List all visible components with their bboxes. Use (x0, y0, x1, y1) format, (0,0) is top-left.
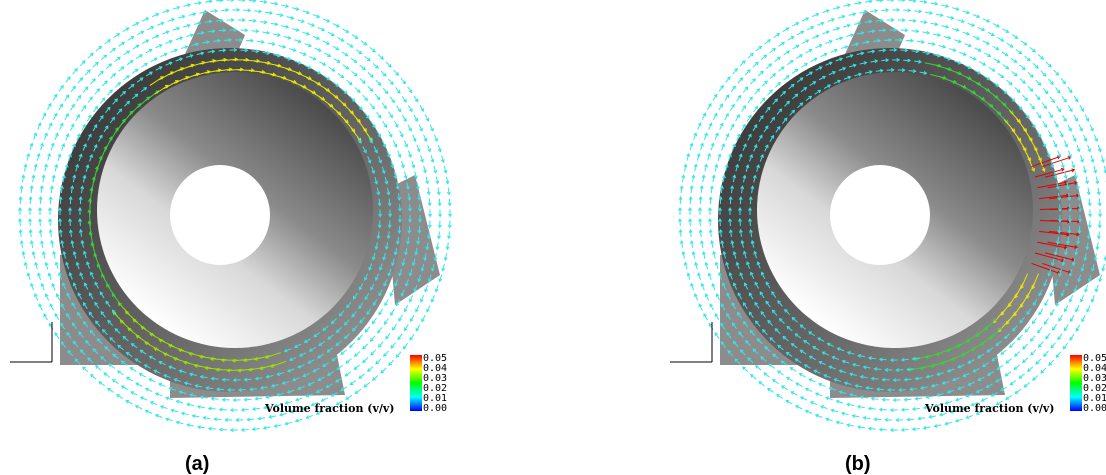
panel: 0.050.040.030.020.010.00Volume fraction … (10, 0, 452, 475)
colorbar-tick-label: 0.00 (1083, 403, 1106, 414)
colorbar (1070, 355, 1082, 411)
colorbar-tick-label: 0.00 (423, 403, 447, 414)
hub-hole (170, 165, 270, 265)
panel-label: (a) (185, 453, 209, 475)
colorbar-title: Volume fraction (v/v) (264, 402, 395, 415)
colorbar-title: Volume fraction (v/v) (924, 402, 1055, 415)
panel-label: (b) (845, 453, 871, 475)
hub-hole (830, 165, 930, 265)
panel: 0.050.040.030.020.010.00Volume fraction … (670, 0, 1106, 475)
figure: 0.050.040.030.020.010.00Volume fraction … (0, 0, 1106, 475)
colorbar (410, 355, 422, 411)
